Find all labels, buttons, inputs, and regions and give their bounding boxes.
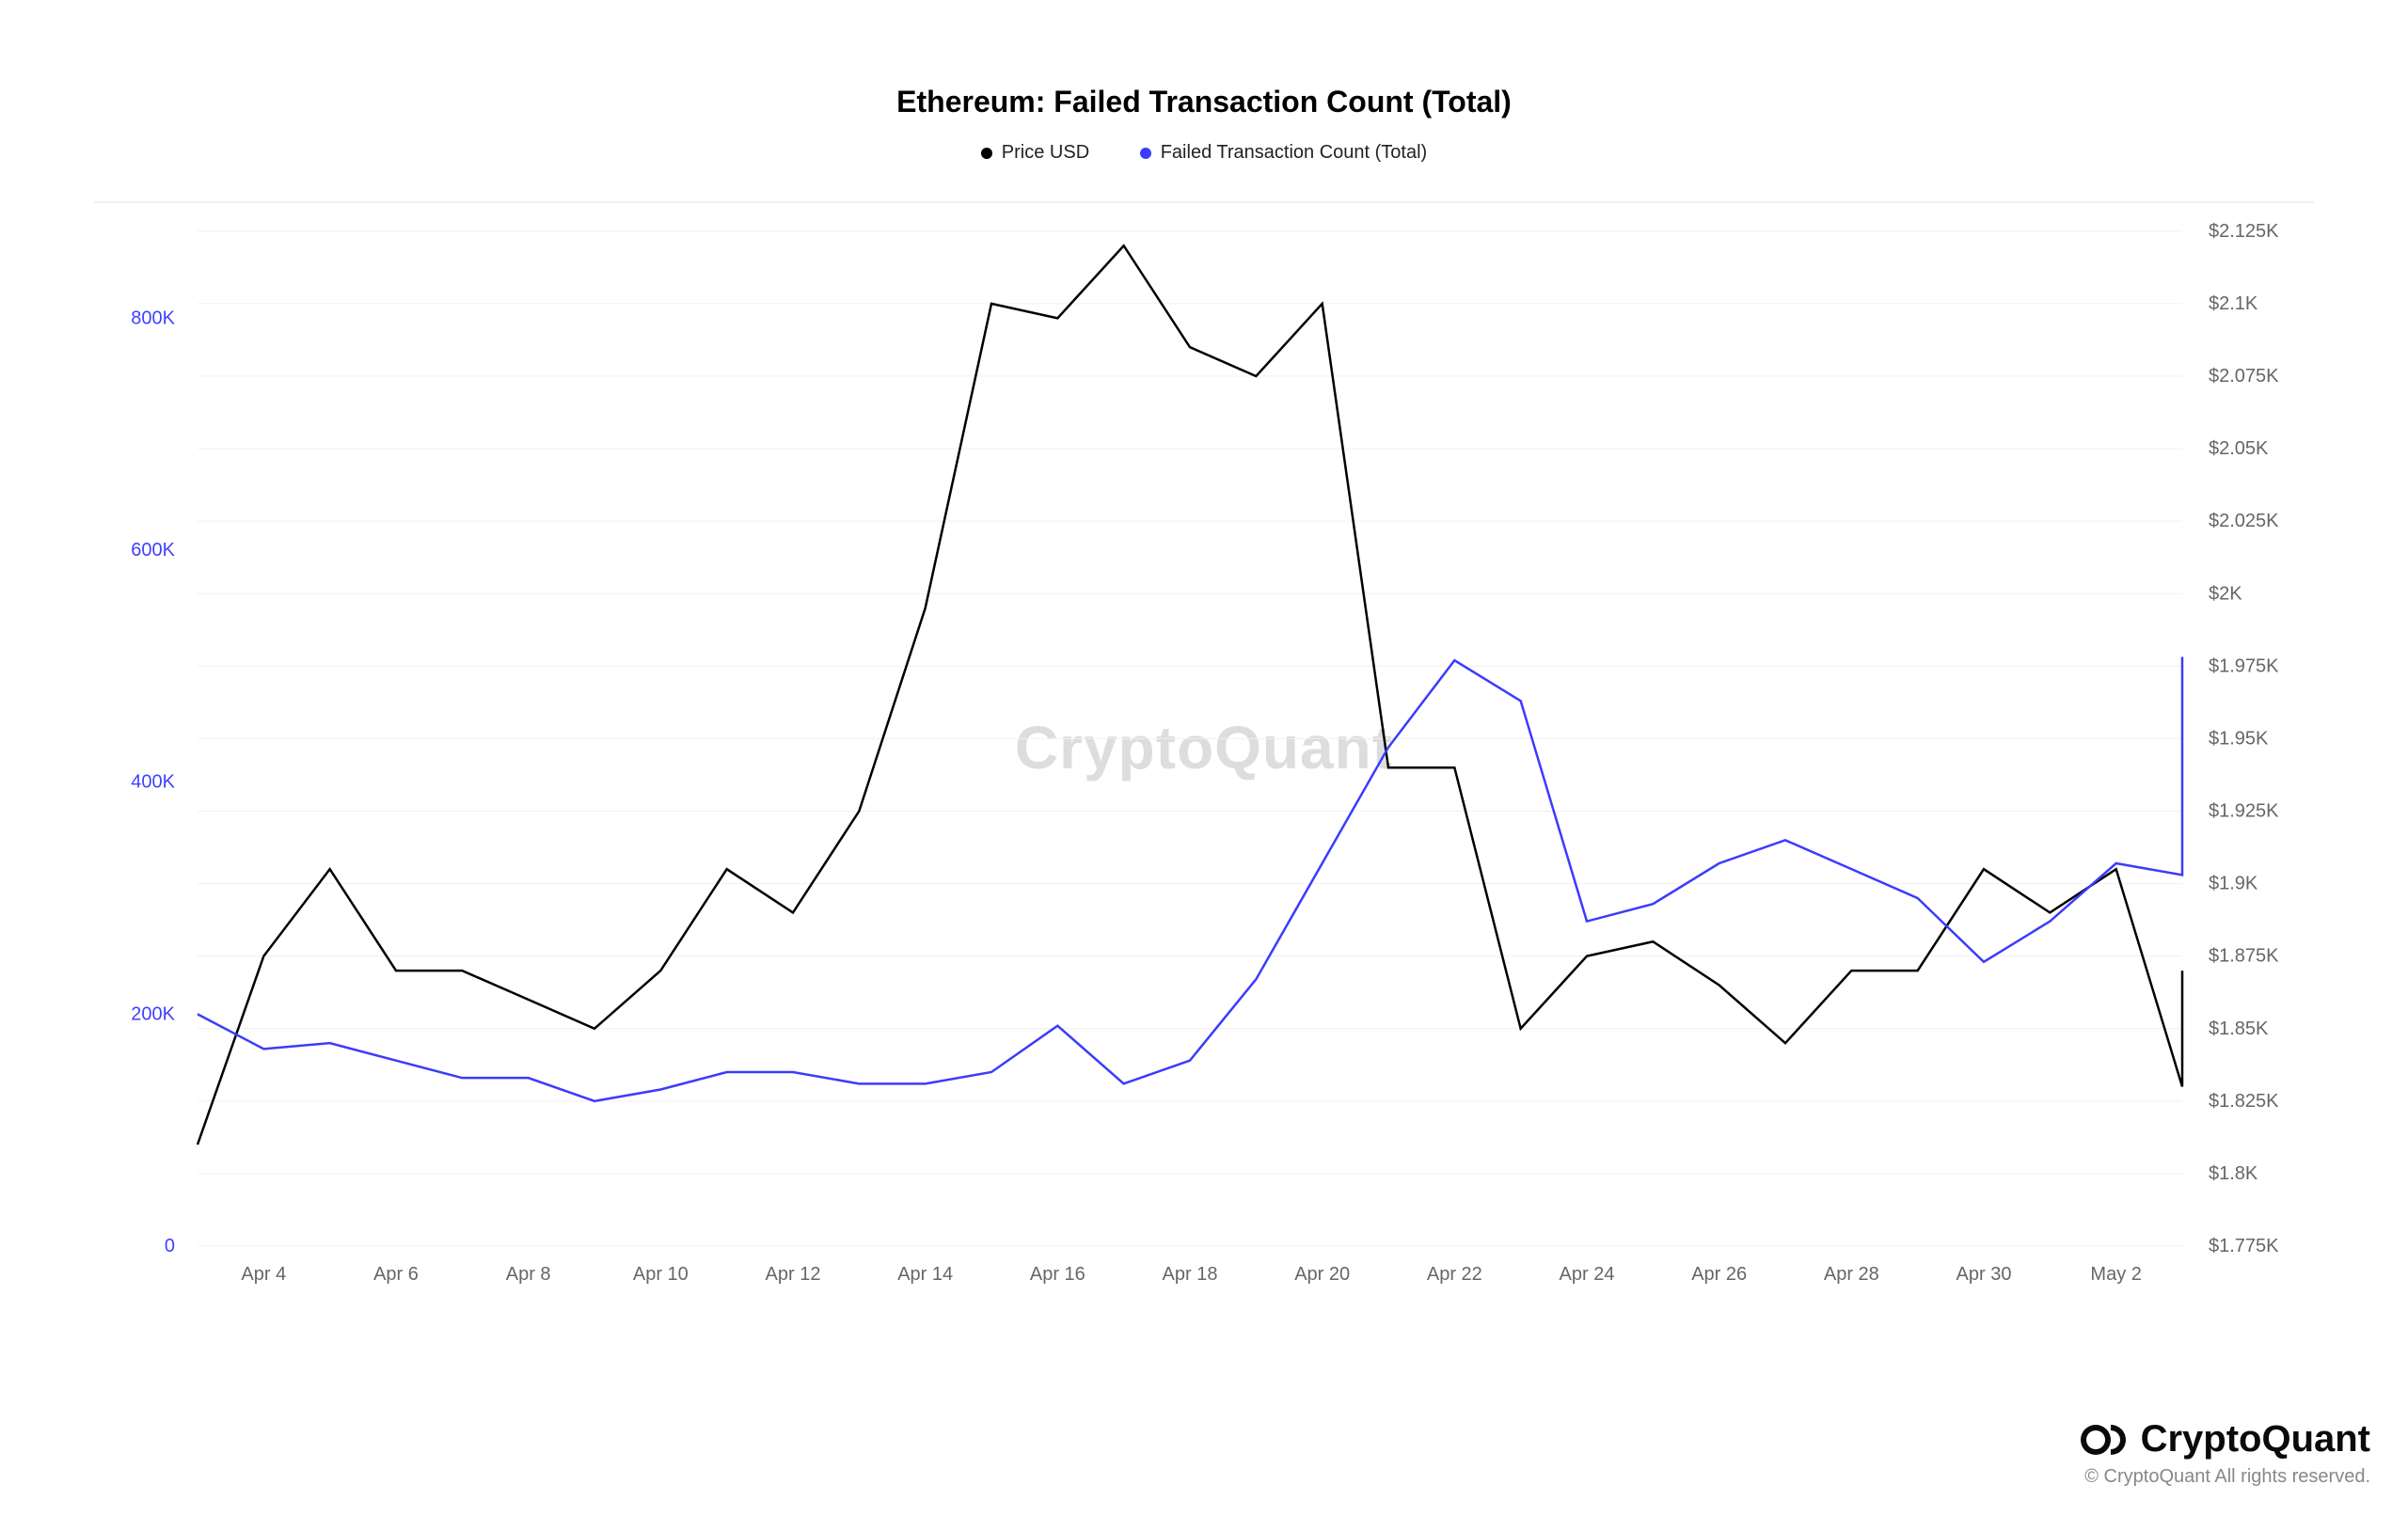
svg-text:Apr 22: Apr 22	[1427, 1264, 1482, 1285]
svg-text:Apr 18: Apr 18	[1163, 1264, 1218, 1285]
svg-text:400K: 400K	[131, 771, 175, 792]
svg-text:$2K: $2K	[2209, 583, 2242, 604]
svg-text:$1.825K: $1.825K	[2209, 1090, 2279, 1111]
svg-text:$1.8K: $1.8K	[2209, 1162, 2258, 1183]
copyright: © CryptoQuant All rights reserved.	[2079, 1466, 2370, 1488]
svg-text:$1.9K: $1.9K	[2209, 873, 2258, 893]
svg-text:$2.025K: $2.025K	[2209, 511, 2279, 531]
footer: CryptoQuant © CryptoQuant All rights res…	[2079, 1418, 2370, 1488]
svg-text:200K: 200K	[131, 1003, 175, 1024]
svg-text:$1.875K: $1.875K	[2209, 945, 2279, 966]
svg-text:Apr 12: Apr 12	[766, 1264, 821, 1285]
svg-text:May 2: May 2	[2090, 1264, 2141, 1285]
svg-text:$2.075K: $2.075K	[2209, 366, 2279, 387]
legend-item-price: Price USD	[981, 142, 1089, 164]
plot-svg: $1.775K $1.8K $1.825K $1.85K $1.875K $1.9K $1.…	[94, 183, 2314, 1312]
svg-text:Apr 14: Apr 14	[897, 1264, 953, 1285]
svg-text:Apr 28: Apr 28	[1824, 1264, 1879, 1285]
brand: CryptoQuant	[2079, 1418, 2370, 1461]
svg-text:Apr 16: Apr 16	[1030, 1264, 1085, 1285]
svg-text:Apr 8: Apr 8	[506, 1264, 551, 1285]
svg-text:$2.1K: $2.1K	[2209, 292, 2258, 313]
legend-dot-price	[981, 148, 992, 159]
svg-text:Apr 30: Apr 30	[1956, 1264, 2012, 1285]
svg-text:0: 0	[165, 1236, 175, 1256]
svg-text:Apr 4: Apr 4	[241, 1264, 286, 1285]
svg-text:Apr 26: Apr 26	[1691, 1264, 1747, 1285]
chart-container: Ethereum: Failed Transaction Count (Tota…	[0, 0, 2408, 1516]
svg-text:600K: 600K	[131, 540, 175, 561]
legend: Price USD Failed Transaction Count (Tota…	[28, 142, 2380, 165]
legend-label-failed: Failed Transaction Count (Total)	[1161, 142, 1427, 164]
legend-dot-failed	[1140, 148, 1151, 159]
chart-title: Ethereum: Failed Transaction Count (Tota…	[28, 85, 2380, 119]
brand-logo-icon	[2079, 1421, 2128, 1459]
svg-text:Apr 10: Apr 10	[633, 1264, 689, 1285]
svg-text:$1.85K: $1.85K	[2209, 1018, 2269, 1038]
plot-area: CryptoQuant $1.775K$1.8K$1.825K$1.85K$1.…	[94, 183, 2314, 1312]
legend-label-price: Price USD	[1002, 142, 1089, 164]
svg-text:Apr 24: Apr 24	[1560, 1264, 1615, 1285]
svg-text:$1.95K: $1.95K	[2209, 728, 2269, 749]
svg-text:$2.05K: $2.05K	[2209, 438, 2269, 459]
svg-text:$1.925K: $1.925K	[2209, 800, 2279, 821]
svg-text:$2.125K: $2.125K	[2209, 220, 2279, 241]
svg-text:$1.775K: $1.775K	[2209, 1236, 2279, 1256]
legend-item-failed: Failed Transaction Count (Total)	[1140, 142, 1427, 164]
svg-text:Apr 20: Apr 20	[1294, 1264, 1350, 1285]
svg-text:Apr 6: Apr 6	[373, 1264, 419, 1285]
brand-text: CryptoQuant	[2141, 1418, 2370, 1461]
svg-text:$1.975K: $1.975K	[2209, 655, 2279, 676]
svg-text:800K: 800K	[131, 308, 175, 328]
